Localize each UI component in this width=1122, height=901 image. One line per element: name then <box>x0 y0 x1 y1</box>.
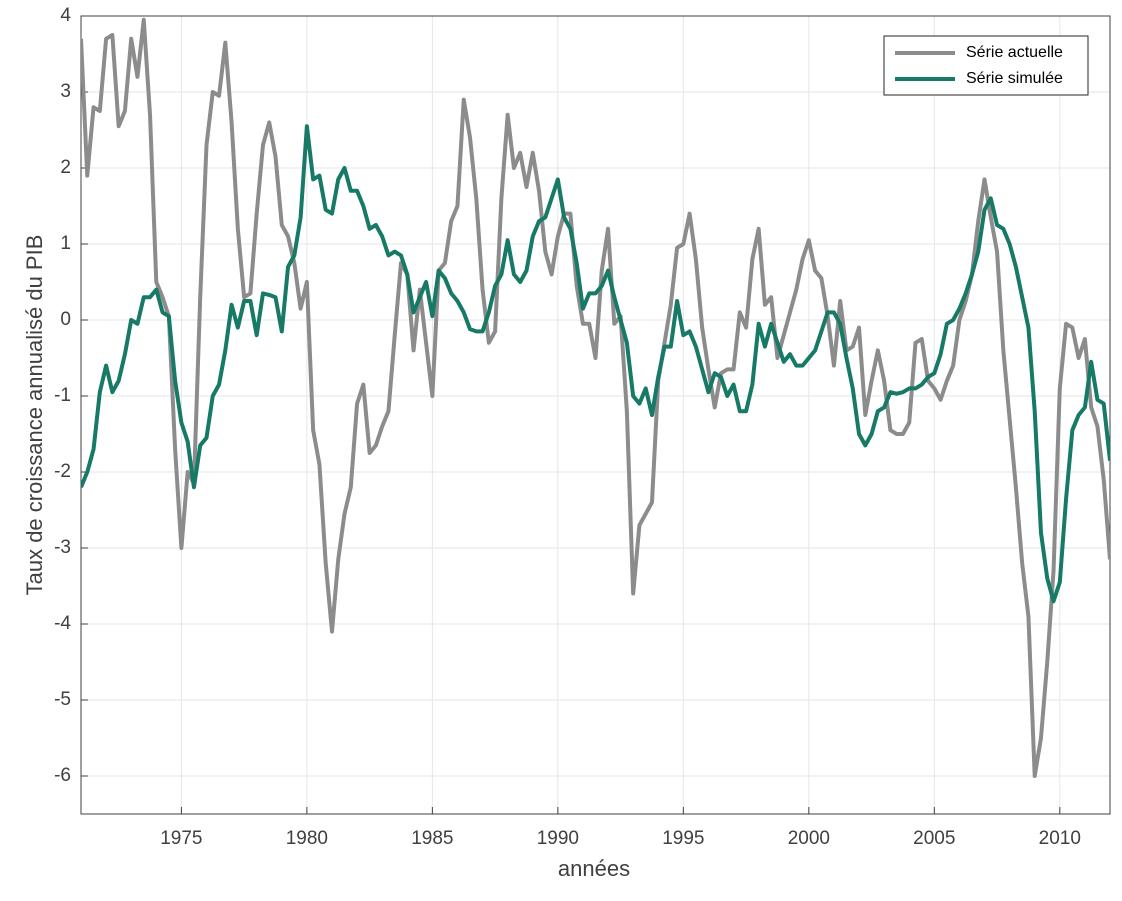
x-tick-label: 1990 <box>537 828 579 849</box>
x-tick-label: 1980 <box>286 828 328 849</box>
x-tick-label: 1985 <box>411 828 453 849</box>
legend-box <box>883 35 1089 96</box>
x-tick-label: 2005 <box>913 828 955 849</box>
x-tick-label: 1995 <box>662 828 704 849</box>
x-axis-label: années <box>558 856 630 881</box>
y-tick-label: 3 <box>60 81 71 102</box>
line-series <box>81 17 1110 778</box>
legend-label: Série actuelle <box>966 44 1063 61</box>
y-tick-label: 0 <box>60 309 71 330</box>
y-tick-label: -3 <box>54 537 71 558</box>
x-tick-label: 2010 <box>1039 828 1081 849</box>
y-tick-label: 4 <box>60 5 71 26</box>
line-series <box>81 124 1110 604</box>
y-tick-label: -1 <box>54 385 71 406</box>
plot-area <box>81 16 1110 814</box>
y-axis-label: Taux de croissance annualisé du PIB <box>22 235 47 596</box>
plot-frame <box>80 15 1111 815</box>
x-tick-label: 1975 <box>160 828 202 849</box>
x-tick-label: 2000 <box>788 828 830 849</box>
y-tick-label: 1 <box>60 233 71 254</box>
y-tick-label: -2 <box>54 461 71 482</box>
y-tick-label: -5 <box>54 689 71 710</box>
legend-label: Série simulée <box>966 70 1063 87</box>
y-tick-label: -4 <box>54 613 71 634</box>
y-tick-label: 2 <box>60 157 71 178</box>
y-tick-label: -6 <box>54 765 71 786</box>
